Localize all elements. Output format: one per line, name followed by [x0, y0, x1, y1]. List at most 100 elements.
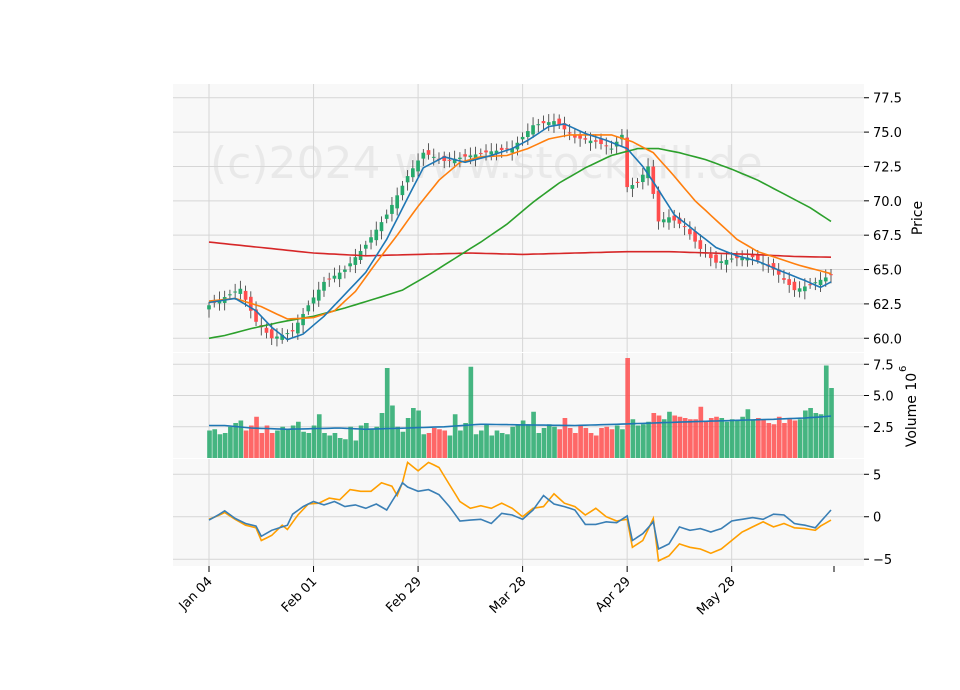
volume-bar — [332, 433, 338, 458]
volume-bar — [306, 433, 312, 458]
volume-bar — [421, 434, 427, 458]
candle-body — [311, 297, 316, 304]
candle-body — [792, 281, 797, 291]
volume-bar — [703, 420, 709, 458]
candle-body — [233, 291, 237, 293]
volume-bar — [567, 428, 573, 458]
candle-body — [228, 294, 232, 296]
volume-bar — [379, 413, 385, 458]
volume-bar — [536, 433, 542, 458]
volume-bar — [337, 438, 343, 458]
candle-body — [641, 174, 645, 183]
volume-tick-label: 5.0 — [873, 390, 894, 405]
volume-bar — [411, 408, 416, 458]
candle-body — [661, 219, 666, 223]
volume-tick-label: 7.5 — [873, 358, 894, 373]
volume-bar — [478, 430, 484, 458]
candle-body — [583, 138, 588, 140]
volume-bar — [316, 414, 322, 458]
volume-bar — [499, 433, 505, 458]
candle-body — [384, 214, 389, 219]
x-tick-label: Jan 04 — [176, 574, 216, 614]
volume-bar — [207, 430, 212, 458]
candle-body — [682, 226, 687, 228]
volume-bar — [588, 433, 594, 458]
candle-body — [280, 334, 285, 340]
volume-ma-line — [209, 415, 832, 431]
candle-body — [374, 229, 379, 241]
volume-bar — [578, 425, 583, 458]
volume-bar — [327, 435, 333, 458]
candle-body — [782, 278, 786, 280]
price-tick-label: 65.0 — [873, 264, 902, 279]
volume-axis-label: Volume 10 — [904, 373, 920, 447]
candle-body — [567, 132, 572, 134]
candle-body — [301, 313, 305, 326]
volume-bar — [259, 433, 265, 458]
candle-body — [797, 288, 802, 292]
volume-bar — [698, 406, 704, 458]
volume-bar — [562, 418, 568, 458]
candle-body — [599, 138, 603, 145]
candle-body — [787, 279, 792, 285]
candle-body — [405, 176, 410, 183]
candle-body — [688, 229, 692, 235]
candle-body — [484, 150, 488, 153]
osc-tick-label: 0 — [873, 511, 881, 526]
candle-body — [818, 279, 823, 286]
volume-bar — [437, 429, 442, 458]
volume-bar — [484, 424, 489, 458]
volume-axis-exponent: 6 — [898, 366, 909, 372]
volume-bar — [222, 433, 228, 458]
volume-bar — [526, 424, 531, 458]
volume-bar — [452, 414, 458, 458]
volume-bar — [750, 420, 756, 458]
candle-body — [609, 148, 614, 150]
candle-body — [771, 263, 776, 270]
candle-body — [557, 118, 562, 126]
x-tick-label: May 28 — [694, 574, 738, 618]
volume-bar — [520, 420, 526, 458]
candle-body — [755, 255, 760, 261]
candle-body — [808, 284, 812, 286]
candle-body — [337, 272, 342, 280]
volume-bar — [818, 414, 824, 458]
volume-bar — [400, 431, 406, 458]
volume-bar — [557, 429, 563, 458]
candle-body — [363, 244, 368, 249]
volume-bar — [787, 419, 793, 458]
volume-bar — [766, 423, 772, 458]
volume-bar — [604, 426, 610, 458]
volume-bar — [782, 423, 787, 458]
candle-body — [803, 286, 807, 292]
candle-body — [593, 140, 598, 142]
candle-body — [667, 217, 671, 223]
candle-body — [656, 190, 661, 222]
candle-body — [395, 195, 399, 209]
candle-body — [740, 257, 744, 261]
volume-bar — [416, 410, 421, 458]
ma-fast-line — [208, 123, 832, 341]
volume-bar — [829, 388, 834, 458]
candle-body — [463, 154, 467, 157]
volume-bar — [661, 419, 667, 458]
osc-tick-label: 5 — [873, 468, 881, 483]
candle-body — [390, 204, 394, 214]
volume-bar — [405, 418, 411, 458]
price-tick-label: 72.5 — [873, 160, 902, 175]
volume-bar — [755, 418, 761, 458]
volume-bar — [729, 419, 735, 458]
volume-bar — [776, 416, 782, 458]
volume-bar — [808, 408, 813, 458]
candle-body — [651, 166, 656, 194]
candle-body — [243, 290, 248, 300]
volume-bar — [264, 425, 270, 458]
candle-body — [316, 289, 321, 301]
candle-body — [458, 157, 462, 160]
candle-body — [719, 261, 724, 263]
candle-body — [442, 155, 447, 161]
volume-bar — [735, 420, 740, 458]
ma-slow-line — [208, 147, 832, 340]
volume-bar — [672, 415, 678, 458]
volume-bar — [667, 411, 672, 458]
